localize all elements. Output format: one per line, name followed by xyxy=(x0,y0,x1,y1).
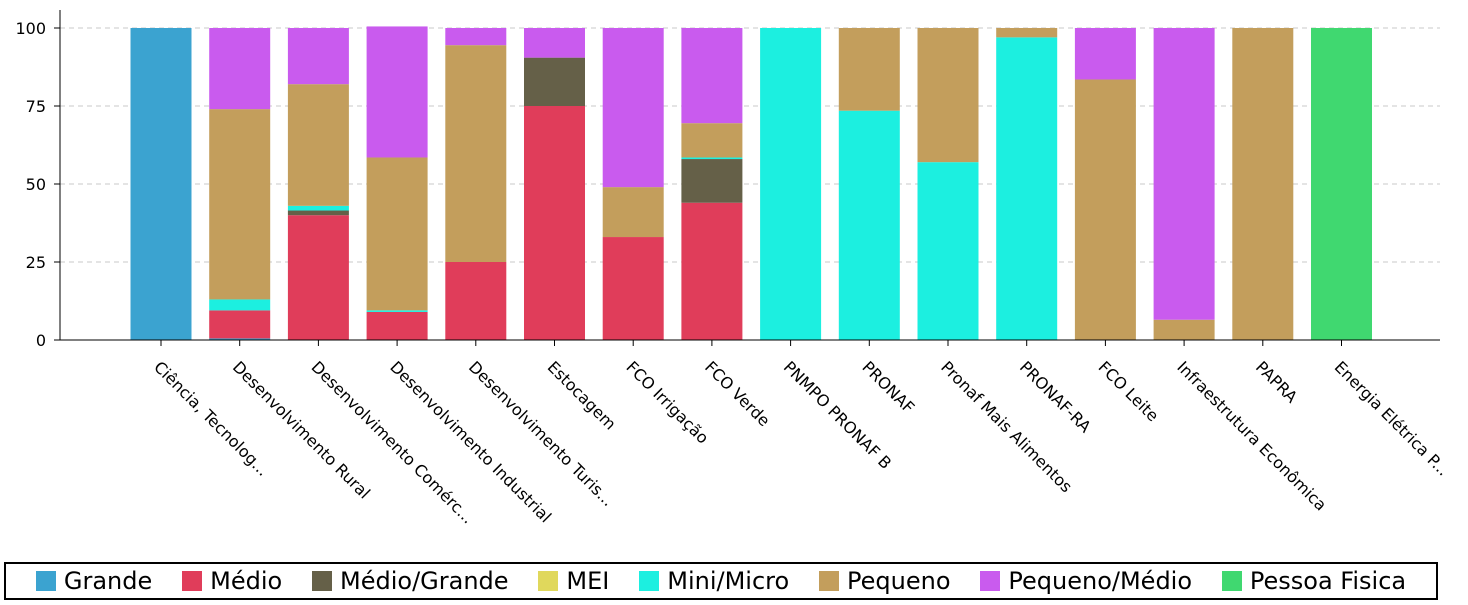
bar-segment-pequeno-m-dio xyxy=(681,28,743,124)
bar-segment-mini-micro xyxy=(760,28,822,340)
bar-segment-pequeno-m-dio xyxy=(1074,28,1136,80)
y-tick-label: 75 xyxy=(26,97,46,116)
bar-segment-mini-micro xyxy=(996,37,1058,341)
legend-swatch xyxy=(819,571,840,591)
x-tick-label: FCO Verde xyxy=(701,357,774,430)
bar-segment-pequeno xyxy=(287,84,349,206)
legend-item: Pequeno/Médio xyxy=(980,567,1192,595)
chart-legend: Grande Médio Médio/Grande MEI Mini/Micro Pequ… xyxy=(4,562,1438,600)
legend-label: MEI xyxy=(566,567,610,595)
legend-item: Médio/Grande xyxy=(312,567,509,595)
bar-segment-mini-micro xyxy=(838,110,900,341)
bar-segment-mini-micro xyxy=(366,310,428,312)
legend-item: Mini/Micro xyxy=(639,567,789,595)
bar-segment-m-dio xyxy=(524,106,585,340)
bar-segment-m-dio xyxy=(366,311,428,340)
y-tick-label: 100 xyxy=(15,19,46,38)
legend-swatch xyxy=(1221,571,1242,591)
bar-segment-pequeno-m-dio xyxy=(602,28,664,188)
legend-label: Pequeno xyxy=(847,567,951,595)
x-tick-label: Infraestrutura Econômica xyxy=(1173,357,1330,514)
x-tick-label: FCO Leite xyxy=(1095,357,1163,425)
bar-segment-pequeno-m-dio xyxy=(366,26,428,158)
bar-segment-m-dio xyxy=(287,215,349,340)
bar-segment-pessoa-fisica xyxy=(1311,28,1372,340)
bar-segment-mini-micro xyxy=(209,299,271,311)
bar-segment-pequeno xyxy=(681,123,743,158)
x-tick-label: Estocagem xyxy=(544,357,620,433)
legend-swatch xyxy=(980,571,1001,591)
bar-segment-pequeno-m-dio xyxy=(209,28,271,110)
legend-item: Pequeno xyxy=(819,567,951,595)
x-tick-label: Energia Elétrica P... xyxy=(1331,357,1453,479)
bar-segment-pequeno xyxy=(1232,28,1294,340)
legend-item: Grande xyxy=(35,567,153,595)
y-tick-label: 50 xyxy=(26,175,46,194)
legend-label: Grande xyxy=(63,567,153,595)
bar-segment-pequeno xyxy=(445,45,507,262)
legend-swatch xyxy=(312,571,333,591)
x-tick-label: Desenvolvimento Comérc... xyxy=(308,357,478,527)
bar-segment-pequeno xyxy=(996,28,1058,38)
legend-label: Médio xyxy=(210,567,283,595)
legend-swatch xyxy=(538,571,559,591)
bar-segment-grande xyxy=(130,28,192,340)
legend-label: Pequeno/Médio xyxy=(1008,567,1193,595)
legend-swatch xyxy=(182,571,203,591)
bar-segment-pequeno xyxy=(209,109,271,300)
y-tick-label: 25 xyxy=(26,253,46,272)
legend-item: Médio xyxy=(182,567,282,595)
bar-segment-pequeno xyxy=(838,28,900,111)
legend-label: Pessoa Fisica xyxy=(1249,567,1407,595)
legend-label: Mini/Micro xyxy=(667,567,790,595)
x-tick-label: Pronaf Mais Alimentos xyxy=(937,357,1076,496)
bar-segment-m-dio xyxy=(209,310,271,339)
bar-segment-pequeno xyxy=(917,28,979,163)
bar-segment-pequeno xyxy=(366,157,428,311)
bar-segment-pequeno xyxy=(602,187,664,238)
bar-segment-mini-micro xyxy=(681,157,743,160)
legend-item: Pessoa Fisica xyxy=(1221,567,1407,595)
bar-segment-pequeno-m-dio xyxy=(287,28,349,85)
y-tick-label: 0 xyxy=(36,331,46,350)
bar-segment-m-dio-grande xyxy=(524,57,585,106)
bar-segment-pequeno xyxy=(1074,79,1136,340)
bar-segment-pequeno-m-dio xyxy=(445,28,507,46)
bar-segment-pequeno-m-dio xyxy=(524,28,585,58)
x-tick-label: PRONAF-RA xyxy=(1016,357,1095,436)
bar-segment-m-dio xyxy=(445,262,507,340)
x-tick-label: Desenvolvimento Industrial xyxy=(386,357,555,526)
bar-segment-m-dio-grande xyxy=(681,159,743,203)
legend-swatch xyxy=(639,571,660,591)
bar-segment-pequeno-m-dio xyxy=(1153,28,1215,320)
legend-swatch xyxy=(35,571,56,591)
bar-segment-grande xyxy=(209,338,271,340)
bar-segment-m-dio xyxy=(681,202,743,340)
bar-segment-mini-micro xyxy=(917,162,979,340)
x-tick-label: Desenvolvimento Turis... xyxy=(465,357,618,510)
legend-item: MEI xyxy=(538,567,609,595)
bar-segment-pequeno xyxy=(1153,319,1215,340)
bar-segment-m-dio-grande xyxy=(287,210,349,216)
x-tick-label: FCO Irrigação xyxy=(622,357,712,447)
legend-label: Médio/Grande xyxy=(340,567,509,595)
x-tick-label: PRONAF xyxy=(858,357,918,417)
bar-segment-m-dio xyxy=(602,237,664,340)
x-tick-label: PAPRA xyxy=(1252,357,1301,406)
x-tick-label: Desenvolvimento Rural xyxy=(229,357,374,502)
bar-segment-mini-micro xyxy=(287,205,349,211)
